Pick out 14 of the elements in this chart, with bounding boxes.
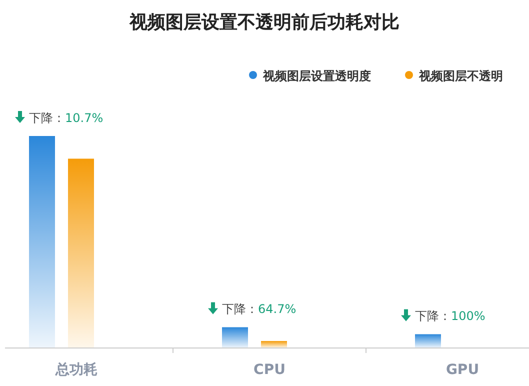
legend-label: 视频图层不透明 [418, 69, 503, 83]
legend-label: 视频图层设置透明度 [262, 69, 371, 83]
bar [68, 158, 94, 348]
chart-title: 视频图层设置不透明前后功耗对比 [128, 12, 400, 33]
text: 下降：10.7% [29, 111, 104, 125]
bar [415, 334, 441, 348]
x-tick-label: GPU [446, 362, 480, 378]
bar [222, 327, 248, 348]
bar [29, 136, 55, 348]
annotation: 下降：100% [415, 309, 486, 324]
x-tick-label: 总功耗 [54, 362, 98, 378]
x-tick-label: CPU [254, 362, 286, 378]
annotation: 下降：64.7% [222, 302, 296, 316]
bar [261, 341, 287, 348]
